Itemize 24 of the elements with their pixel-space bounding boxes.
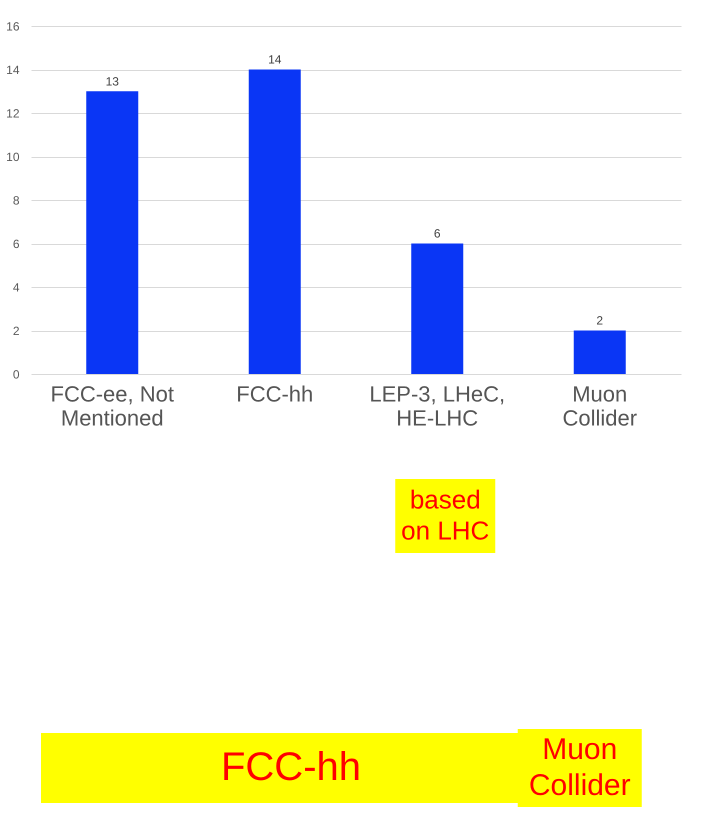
x-tick-label: LEP-3, LHeC, HE-LHC <box>369 382 506 430</box>
bar <box>86 91 138 374</box>
y-tick-label: 4 <box>12 280 20 294</box>
y-tick-label: 8 <box>12 194 20 208</box>
bar <box>248 70 301 374</box>
y-tick-label: 10 <box>6 150 20 164</box>
y-tick-label: 12 <box>6 106 20 120</box>
text: FCC-hh <box>220 745 362 789</box>
y-tick-label: 6 <box>12 237 20 251</box>
y-tick-label: 2 <box>12 324 20 338</box>
y-tick-label: 0 <box>12 368 20 382</box>
data-label: 13 <box>106 74 120 88</box>
text: based on LHC <box>401 484 490 546</box>
x-tick-label: Muon Collider <box>562 382 638 430</box>
data-label: 2 <box>596 314 604 328</box>
data-label: 6 <box>434 226 441 240</box>
bar <box>411 244 464 374</box>
y-tick-label: 14 <box>6 63 20 77</box>
bar <box>574 330 626 374</box>
x-tick-label: FCC-hh <box>236 382 314 406</box>
x-tick-label: FCC-ee, Not Mentioned <box>50 382 174 430</box>
text: Muon Collider <box>528 733 631 802</box>
y-tick-label: 16 <box>6 20 20 34</box>
data-label: 14 <box>268 52 282 66</box>
